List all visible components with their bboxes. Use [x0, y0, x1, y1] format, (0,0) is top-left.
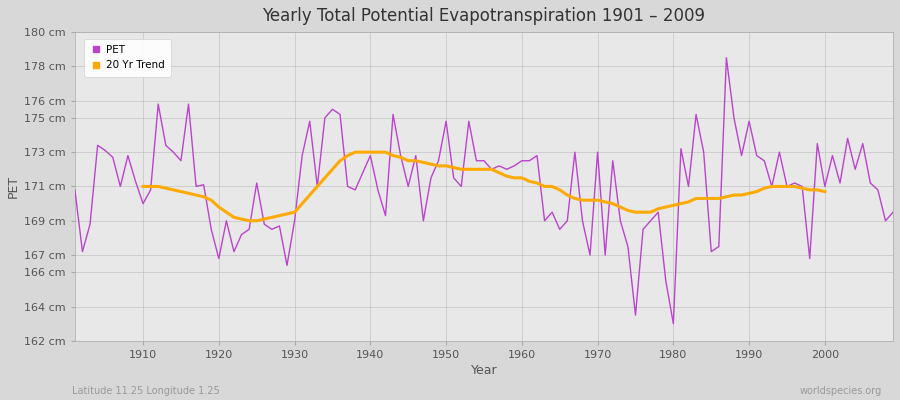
Legend: PET, 20 Yr Trend: PET, 20 Yr Trend [85, 39, 171, 76]
Text: Latitude 11.25 Longitude 1.25: Latitude 11.25 Longitude 1.25 [72, 386, 220, 396]
Y-axis label: PET: PET [7, 175, 20, 198]
Text: worldspecies.org: worldspecies.org [800, 386, 882, 396]
X-axis label: Year: Year [471, 364, 498, 377]
Title: Yearly Total Potential Evapotranspiration 1901 – 2009: Yearly Total Potential Evapotranspiratio… [263, 7, 706, 25]
